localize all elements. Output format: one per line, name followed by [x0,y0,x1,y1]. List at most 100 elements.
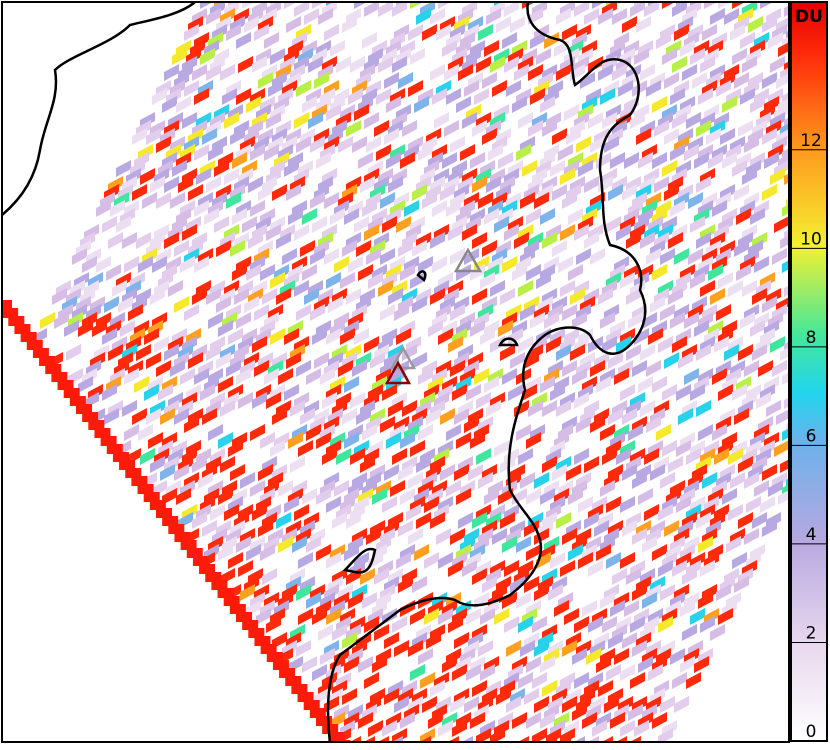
pixel [470,320,485,337]
pixel [326,496,341,513]
pixel [380,192,395,209]
pixel [300,408,315,426]
pixel [696,120,711,137]
pixel [336,448,351,465]
pixel [672,56,687,74]
pixel [574,448,589,466]
pixel [238,560,253,577]
pixel [137,484,154,494]
pixel [658,336,673,354]
pixel [224,504,239,521]
pixel [632,584,647,601]
pixel [176,96,191,113]
pixel [8,316,25,326]
pixel [252,392,267,409]
pixel [410,440,425,457]
pixel [558,144,573,162]
pixel [584,176,599,193]
pixel [534,696,549,713]
pixel [94,428,111,438]
pixel [590,136,605,154]
pixel [616,336,631,354]
pixel [276,512,291,529]
pixel [696,344,711,361]
pixel [262,568,277,585]
pixel [650,464,665,481]
pixel [556,8,571,25]
pixel [220,400,235,417]
pixel [408,80,423,98]
pixel [656,424,671,441]
pixel [584,456,599,473]
pixel [192,512,207,529]
pixel [452,664,467,681]
pixel [646,248,661,266]
pixel [562,360,577,377]
pixel [408,472,423,490]
pixel [622,184,637,201]
pixel [662,440,677,457]
pixel [522,384,537,401]
pixel [776,408,789,425]
pixel [309,708,326,718]
pixel [240,584,255,601]
pixel [768,480,783,497]
pixel [630,672,645,689]
pixel [584,736,599,742]
pixel [762,16,777,33]
pixel [131,476,148,486]
pixel [600,312,615,329]
pixel [612,64,627,81]
pixel [750,208,765,225]
pixel [192,456,207,473]
pixel [420,672,435,689]
pixel [174,464,189,482]
pixel [354,104,369,121]
pixel [100,436,117,446]
pixel [332,512,347,529]
pixel [252,504,267,521]
pixel [724,344,739,361]
pixel [456,264,471,281]
pixel [138,424,153,441]
pixel [266,392,281,409]
pixel [342,632,357,649]
pixel [236,312,251,329]
pixel [390,480,405,497]
pixel [596,544,611,561]
pixel [498,488,513,505]
pixel [518,448,533,466]
pixel [524,520,539,537]
pixel [556,512,571,529]
pixel [620,272,635,289]
pixel [156,360,171,377]
pixel [412,352,427,369]
pixel [194,144,209,161]
pixel [246,264,261,281]
pixel [352,136,367,153]
pixel [600,424,615,441]
pixel [358,712,373,729]
pixel [516,144,531,162]
pixel [674,696,689,713]
pixel [638,376,653,393]
pixel [706,128,721,145]
pixel [316,716,332,726]
pixel [596,376,611,393]
pixel [338,360,353,377]
pixel [326,328,341,345]
pixel [378,2,393,18]
pixel [364,112,379,129]
pixel [450,304,465,321]
pixel [430,680,445,697]
pixel [518,672,533,689]
pixel [696,512,711,529]
pixel [622,520,637,537]
pixel [620,664,635,681]
pixel [236,612,252,622]
pixel [199,564,216,574]
pixel [738,120,753,137]
pixel [524,352,539,369]
pixel [208,144,223,161]
pixel [296,136,311,153]
